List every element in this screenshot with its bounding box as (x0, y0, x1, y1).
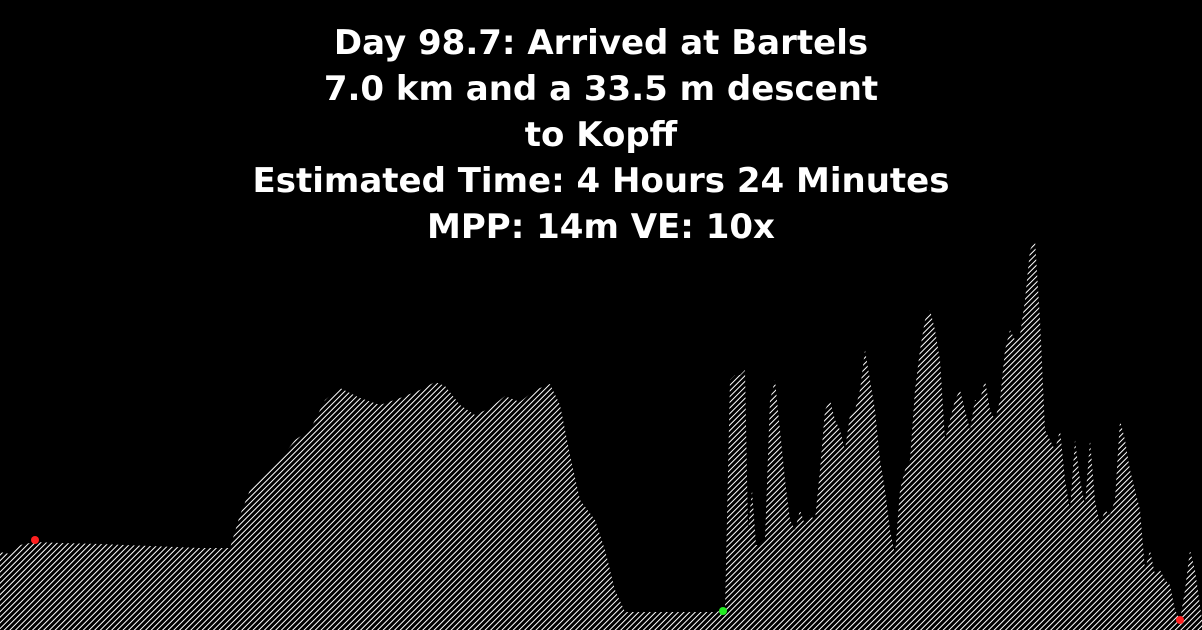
marker-arrival (719, 607, 727, 615)
title-line-distance: 7.0 km and a 33.5 m descent (323, 69, 879, 109)
title-line-day: Day 98.7: Arrived at Bartels (333, 23, 869, 63)
title-line-estimated-time: Estimated Time: 4 Hours 24 Minutes (252, 161, 950, 201)
marker-end (1176, 616, 1184, 624)
profile-markers (31, 536, 1184, 624)
title-line-scale: MPP: 14m VE: 10x (427, 207, 775, 247)
header-title-block: Day 98.7: Arrived at Bartels 7.0 km and … (0, 20, 1202, 250)
marker-start (31, 536, 39, 544)
title-line-destination: to Kopff (524, 115, 678, 155)
terrain-area (0, 240, 1202, 630)
